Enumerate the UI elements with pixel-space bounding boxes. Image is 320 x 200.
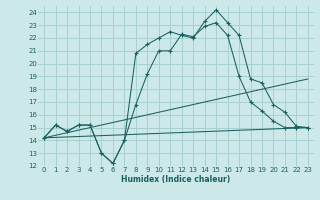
X-axis label: Humidex (Indice chaleur): Humidex (Indice chaleur) bbox=[121, 175, 231, 184]
